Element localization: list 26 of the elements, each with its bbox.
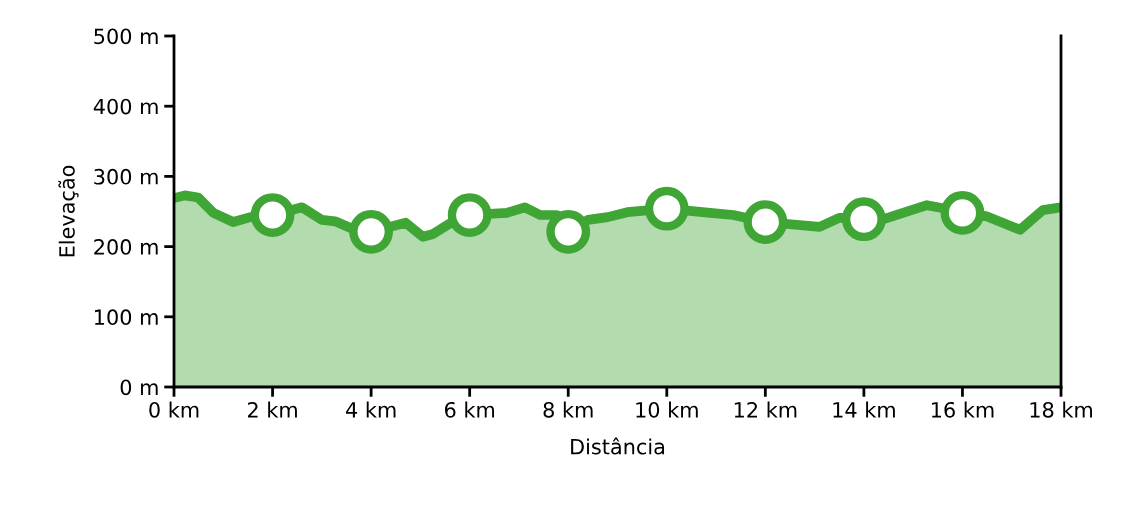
x-axis-title: Distância [571, 437, 665, 455]
y-tick-label: 300 m [94, 168, 158, 185]
x-tick-label: 12 km [734, 401, 797, 418]
point [349, 209, 393, 254]
point [644, 186, 689, 231]
y-tick-label: 500 m [94, 28, 158, 45]
point [940, 191, 985, 235]
point [447, 193, 492, 237]
x-tick-label: 6 km [445, 401, 495, 418]
x-tick-label: 16 km [931, 401, 994, 418]
x-tick-label: 10 km [636, 401, 698, 418]
point [250, 193, 295, 237]
y-tick-label: 0 m [120, 379, 158, 396]
x-tick-label: 8 km [543, 401, 593, 418]
x-tick-label: 0 km [149, 401, 199, 418]
y-tick-label: 100 m [95, 309, 158, 326]
point [842, 197, 886, 242]
point [546, 209, 591, 254]
x-tick-label: 2 km [247, 401, 297, 418]
x-tick-label: 4 km [346, 401, 396, 418]
x-tick-label: 14 km [833, 401, 895, 418]
point [743, 200, 788, 244]
x-tick-label: 18 km [1030, 401, 1092, 418]
y-tick-label: 200 m [94, 239, 158, 255]
y-tick-label: 400 m [93, 98, 158, 115]
y-axis-title: Elevação [58, 165, 79, 257]
